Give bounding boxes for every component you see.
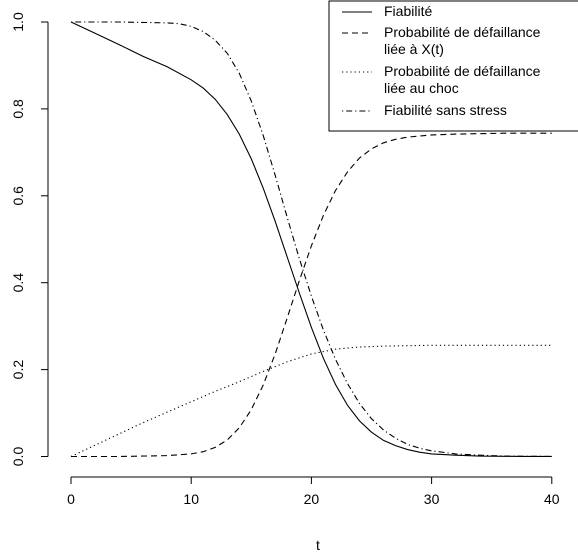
y-tick-label: 0.6 xyxy=(10,186,26,206)
x-axis-label: t xyxy=(316,537,320,553)
y-tick-label: 0.2 xyxy=(10,360,26,380)
x-tick-label: 0 xyxy=(67,491,75,507)
legend-label-2: Probabilité de défaillance liée à X(t) xyxy=(384,24,541,57)
series-line-2 xyxy=(71,132,552,458)
legend-label-1: Fiabilité xyxy=(384,3,432,19)
x-tick-label: 40 xyxy=(544,491,560,507)
legend: Fiabilité Probabilité de défaillance liée … xyxy=(328,0,578,132)
legend-box xyxy=(328,0,578,132)
series-line-4 xyxy=(71,21,552,457)
legend-label-4: Fiabilité sans stress xyxy=(384,102,507,118)
y-tick-label: 1.0 xyxy=(10,12,26,32)
y-tick-label: 0.0 xyxy=(10,447,26,467)
series-line-3 xyxy=(70,344,552,457)
legend-label-3: Probabilité de défaillance liée au choc xyxy=(384,63,541,96)
x-tick-label: 10 xyxy=(183,491,199,507)
axes: 0 10 20 30 40 0.0 0.2 0.4 0.6 0.8 1.0 t xyxy=(10,12,560,553)
x-tick-label: 30 xyxy=(424,491,440,507)
series-line-1 xyxy=(70,21,552,458)
series-layer xyxy=(70,21,552,458)
y-tick-label: 0.8 xyxy=(10,99,26,119)
y-tick-label: 0.4 xyxy=(10,273,26,293)
x-tick-label: 20 xyxy=(304,491,320,507)
